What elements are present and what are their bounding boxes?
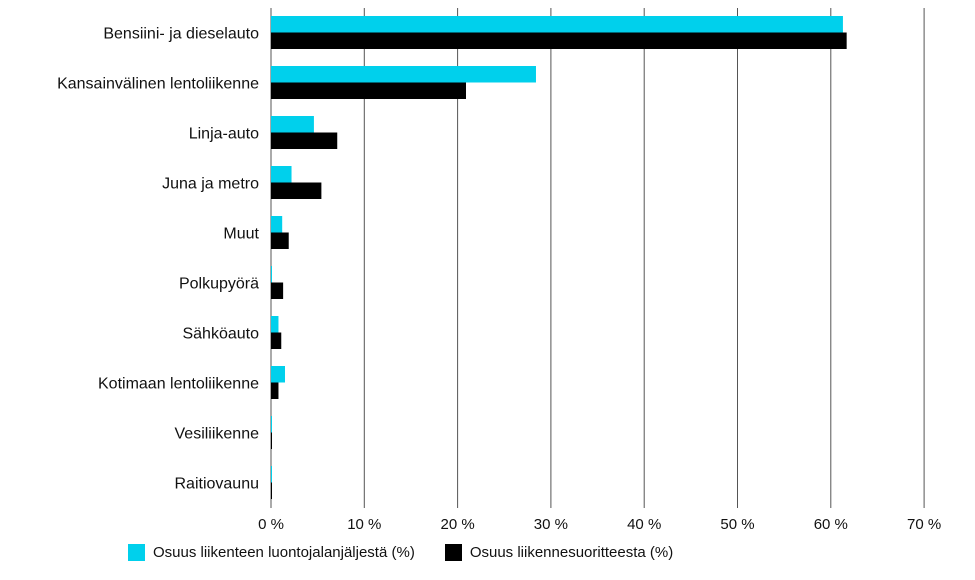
legend-swatch-series-2 [444, 544, 462, 561]
bar-vesiliikenne-series-2 [271, 432, 272, 449]
bar-juna-ja-metro-series-1 [271, 166, 292, 183]
legend-label-series-2: Osuus liikennesuoritteesta (%) [469, 544, 674, 561]
x-tick-label-40: 40 % [627, 516, 661, 533]
category-label-kotimaan-lentoliikenne: Kotimaan lentoliikenne [98, 376, 259, 393]
legend-item-series-2: Osuus liikennesuoritteesta (%) [444, 544, 674, 561]
bar-sahkoauto-series-1 [271, 316, 279, 333]
bar-kotimaan-lentoliikenne-series-1 [271, 366, 285, 383]
bars [271, 16, 847, 499]
legend-item-series-1: Osuus liikenteen luontojalanjäljestä (%) [128, 544, 415, 561]
bar-sahkoauto-series-2 [271, 332, 282, 349]
category-label-juna-ja-metro: Juna ja metro [162, 176, 259, 193]
legend-label-series-1: Osuus liikenteen luontojalanjäljestä (%) [153, 544, 415, 561]
x-tick-label-50: 50 % [720, 516, 754, 533]
x-tick-label-60: 60 % [814, 516, 848, 533]
bar-raitiovaunu-series-2 [271, 482, 272, 499]
x-tick-label-20: 20 % [440, 516, 474, 533]
x-tick-label-70: 70 % [907, 516, 941, 533]
category-label-polkupyora: Polkupyörä [179, 276, 259, 293]
bar-kansainvalinen-lentoliikenne-series-1 [271, 66, 536, 83]
bar-muut-series-2 [271, 232, 289, 249]
legend: Osuus liikenteen luontojalanjäljestä (%)… [128, 544, 673, 561]
category-label-vesiliikenne: Vesiliikenne [175, 426, 260, 443]
bar-bensiini-ja-dieselauto-series-2 [271, 32, 847, 49]
category-label-linja-auto: Linja-auto [189, 126, 259, 143]
bar-juna-ja-metro-series-2 [271, 182, 322, 199]
x-axis-tick-labels: 0 % 10 % 20 % 30 % 40 % 50 % 60 % 70 % [258, 516, 941, 533]
category-label-bensiini-ja-dieselauto: Bensiini- ja dieselauto [103, 26, 259, 43]
category-labels: Bensiini- ja dieselauto Kansainvälinen le… [57, 26, 259, 493]
bar-raitiovaunu-series-1 [271, 466, 272, 483]
category-label-sahkoauto: Sähköauto [182, 326, 259, 343]
category-label-muut: Muut [223, 226, 259, 243]
bar-kotimaan-lentoliikenne-series-2 [271, 382, 279, 399]
x-tick-label-30: 30 % [534, 516, 568, 533]
bar-kansainvalinen-lentoliikenne-series-2 [271, 82, 466, 99]
bar-linja-auto-series-2 [271, 132, 338, 149]
bar-linja-auto-series-1 [271, 116, 314, 133]
x-tick-label-0: 0 % [258, 516, 284, 533]
x-tick-label-10: 10 % [347, 516, 381, 533]
bar-muut-series-1 [271, 216, 283, 233]
bar-vesiliikenne-series-1 [271, 416, 272, 433]
legend-swatch-series-1 [128, 544, 145, 561]
bar-polkupyora-series-1 [271, 266, 272, 283]
category-label-kansainvalinen-lentoliikenne: Kansainvälinen lentoliikenne [57, 76, 259, 93]
bar-polkupyora-series-2 [271, 282, 284, 299]
bar-bensiini-ja-dieselauto-series-1 [271, 16, 843, 33]
category-label-raitiovaunu: Raitiovaunu [175, 476, 260, 493]
